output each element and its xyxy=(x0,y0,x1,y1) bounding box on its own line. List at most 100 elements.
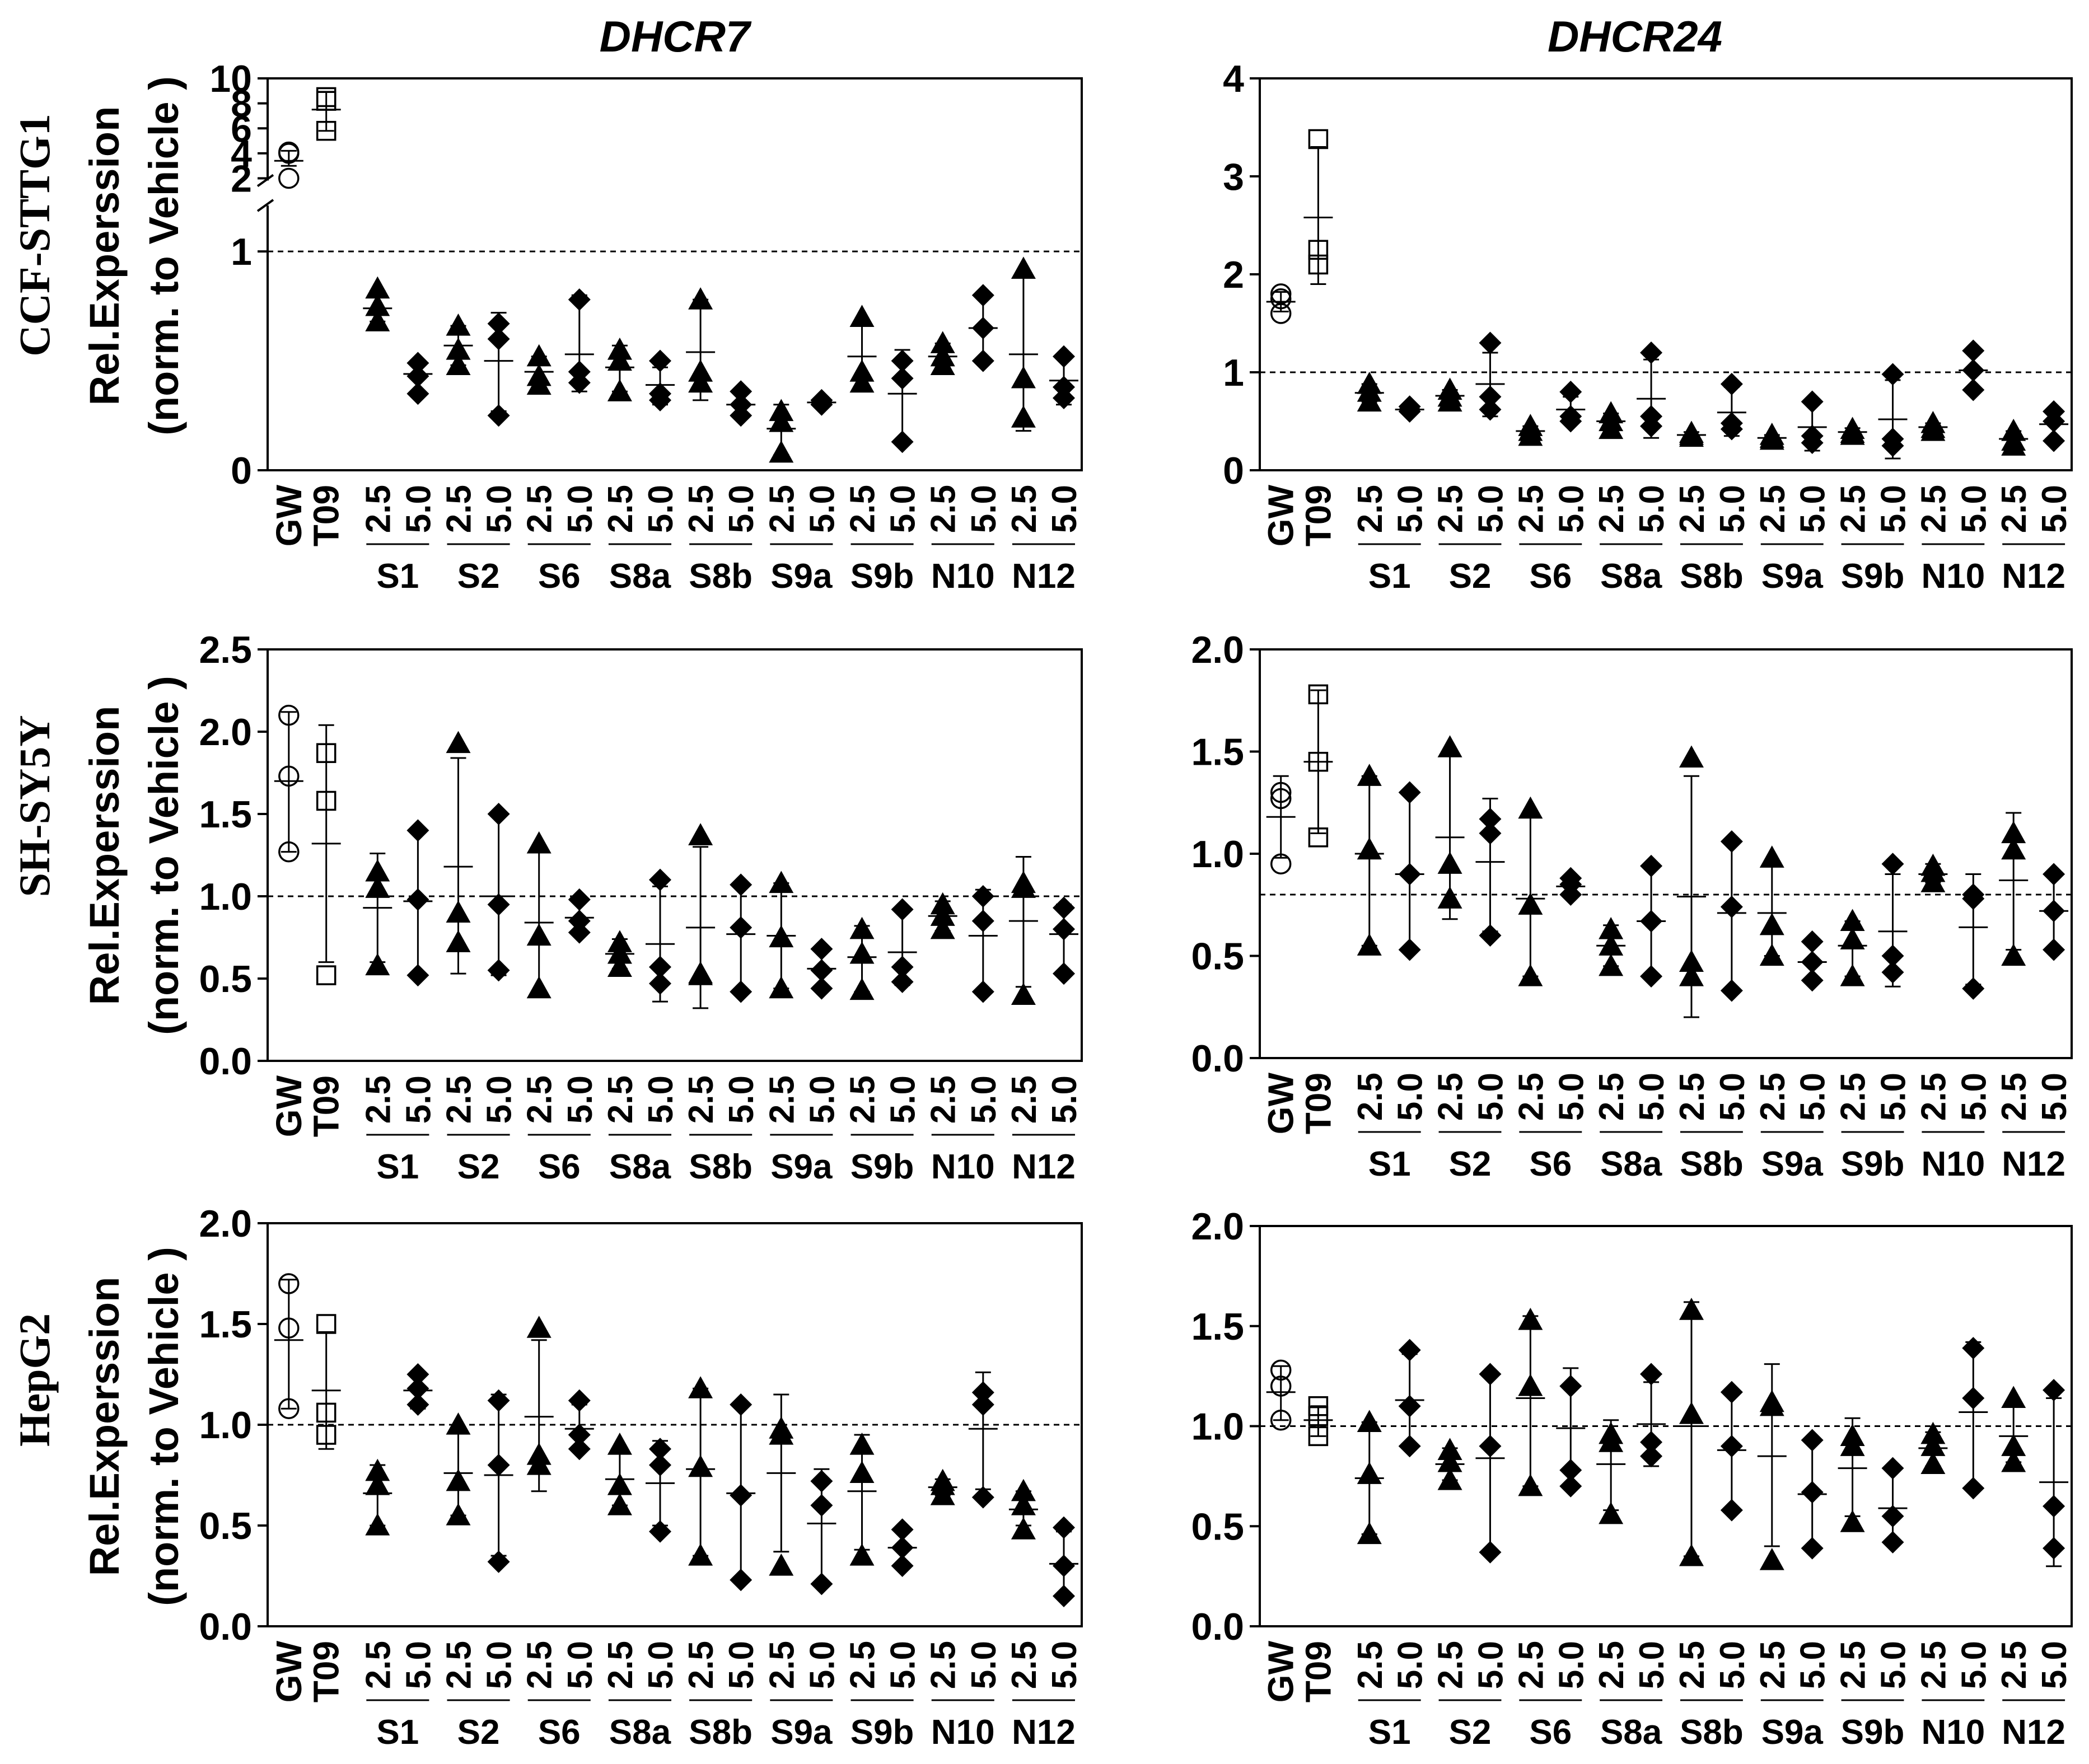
data-point-diamond xyxy=(810,1494,833,1517)
x-tick-label-dose: 5.0 xyxy=(1391,485,1430,533)
data-point-triangle xyxy=(1518,1308,1543,1330)
data-point-triangle xyxy=(526,1453,552,1475)
x-tick-label-dose: 5.0 xyxy=(1713,1073,1752,1121)
x-tick-label-dose: 2.5 xyxy=(1005,1075,1044,1124)
group-label: S6 xyxy=(1529,1713,1572,1752)
data-point-triangle xyxy=(1920,1452,1946,1475)
data-point-triangle xyxy=(2001,1386,2026,1409)
data-point-triangle xyxy=(1011,876,1036,898)
data-point-triangle xyxy=(930,904,955,926)
control-point-circle xyxy=(278,1273,300,1294)
x-tick-label-dose: 2.5 xyxy=(440,485,478,533)
x-tick-label-dose: 5.0 xyxy=(965,1641,1003,1689)
x-tick-label-control: T09 xyxy=(306,1075,347,1137)
x-tick-label-dose: 2.5 xyxy=(1754,1641,1792,1689)
x-tick-label-dose: 5.0 xyxy=(1633,1641,1671,1689)
data-point-diamond xyxy=(1559,1459,1582,1482)
data-point-triangle xyxy=(607,930,632,952)
x-tick-label-dose: 5.0 xyxy=(803,1641,842,1689)
data-point-triangle xyxy=(849,305,875,327)
x-tick-label-dose: 2.5 xyxy=(1834,1073,1873,1121)
y-tick-label: 1.0 xyxy=(199,876,252,918)
data-point-triangle xyxy=(849,977,875,1000)
data-point-diamond xyxy=(971,1393,994,1416)
x-tick-label-dose: 2.5 xyxy=(1592,1641,1631,1689)
data-point-diamond xyxy=(568,288,591,311)
data-point-triangle xyxy=(849,941,875,964)
y-tick-label: 1 xyxy=(231,231,252,273)
x-tick-label-control: T09 xyxy=(306,485,347,546)
data-point-diamond xyxy=(1962,1387,1985,1410)
data-point-diamond xyxy=(568,910,591,933)
data-point-diamond xyxy=(730,916,753,939)
data-point-diamond xyxy=(1053,896,1076,919)
y-tick-label: 1.5 xyxy=(1191,1306,1244,1348)
data-point-diamond xyxy=(1559,410,1582,433)
data-point-diamond xyxy=(730,380,753,403)
y-tick-label: 0.0 xyxy=(1191,1037,1244,1080)
data-point-diamond xyxy=(1962,359,1985,382)
plot-frame xyxy=(267,77,1083,471)
x-tick-label-dose: 2.5 xyxy=(1005,485,1044,533)
data-point-diamond xyxy=(1640,965,1663,988)
data-point-diamond xyxy=(730,404,753,427)
x-tick-label-dose: 2.5 xyxy=(1592,1073,1631,1121)
data-point-diamond xyxy=(648,1520,671,1543)
data-point-diamond xyxy=(730,1484,753,1506)
data-point-triangle xyxy=(365,309,390,331)
y-tick-label: 2.0 xyxy=(1191,629,1244,671)
control-point-circle xyxy=(1270,1410,1292,1431)
x-tick-label-dose: 2.5 xyxy=(1673,1073,1712,1121)
group-label: S8b xyxy=(1680,557,1744,596)
group-label: S8b xyxy=(689,557,753,596)
data-point-diamond xyxy=(1962,339,1985,362)
data-point-diamond xyxy=(891,1555,914,1577)
data-point-diamond xyxy=(1398,938,1421,961)
data-point-diamond xyxy=(1801,432,1824,454)
control-point-square xyxy=(1308,1396,1329,1416)
data-point-diamond xyxy=(648,389,671,411)
data-point-triangle xyxy=(607,1493,632,1515)
data-point-triangle xyxy=(446,314,471,336)
x-tick-label-dose: 5.0 xyxy=(2035,1641,2074,1689)
data-point-triangle xyxy=(607,954,632,977)
data-point-diamond xyxy=(1398,781,1421,804)
data-point-triangle xyxy=(1679,745,1704,768)
data-point-triangle xyxy=(446,731,471,754)
data-point-triangle xyxy=(446,338,471,360)
data-point-diamond xyxy=(487,1454,510,1476)
data-point-diamond xyxy=(1720,1381,1743,1403)
data-point-triangle xyxy=(1011,982,1036,1005)
x-tick-label-dose: 5.0 xyxy=(1633,1073,1671,1121)
x-tick-label-dose: 2.5 xyxy=(1914,485,1953,533)
group-label: N12 xyxy=(1012,1713,1076,1752)
data-point-diamond xyxy=(487,803,510,825)
x-tick-label-dose: 2.5 xyxy=(763,485,801,533)
x-tick-label-dose: 5.0 xyxy=(399,1075,438,1124)
data-point-triangle xyxy=(365,953,390,976)
data-point-triangle xyxy=(1759,1393,1784,1416)
x-tick-label-dose: 5.0 xyxy=(1874,1073,1913,1121)
x-tick-label-dose: 5.0 xyxy=(1713,485,1752,533)
data-point-diamond xyxy=(1559,1375,1582,1397)
data-point-diamond xyxy=(1881,853,1904,876)
data-point-triangle xyxy=(849,1461,875,1483)
data-point-diamond xyxy=(1053,1555,1076,1577)
y-tick-label: 2.0 xyxy=(199,1202,252,1245)
data-point-diamond xyxy=(1881,944,1904,967)
data-point-triangle xyxy=(526,831,552,854)
group-label: S1 xyxy=(376,1713,419,1752)
data-point-triangle xyxy=(446,1468,471,1491)
data-point-diamond xyxy=(1801,930,1824,953)
group-label: S8a xyxy=(1600,557,1662,596)
control-point-circle xyxy=(1270,288,1292,310)
control-point-square xyxy=(1308,254,1329,275)
data-point-triangle xyxy=(1011,366,1036,389)
data-point-diamond xyxy=(971,316,994,339)
data-point-diamond xyxy=(406,382,429,405)
control-point-square xyxy=(1308,827,1329,848)
y-tick-label: 4 xyxy=(1223,58,1244,100)
data-point-diamond xyxy=(648,1438,671,1461)
